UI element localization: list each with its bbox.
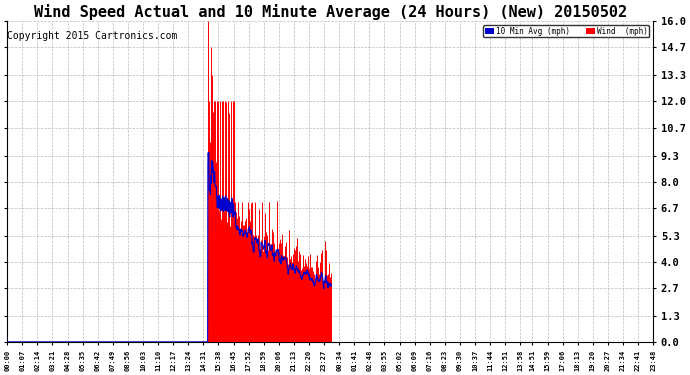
Text: Copyright 2015 Cartronics.com: Copyright 2015 Cartronics.com [7,32,177,41]
Title: Wind Speed Actual and 10 Minute Average (24 Hours) (New) 20150502: Wind Speed Actual and 10 Minute Average … [34,4,627,20]
Legend: 10 Min Avg (mph), Wind  (mph): 10 Min Avg (mph), Wind (mph) [483,25,649,37]
